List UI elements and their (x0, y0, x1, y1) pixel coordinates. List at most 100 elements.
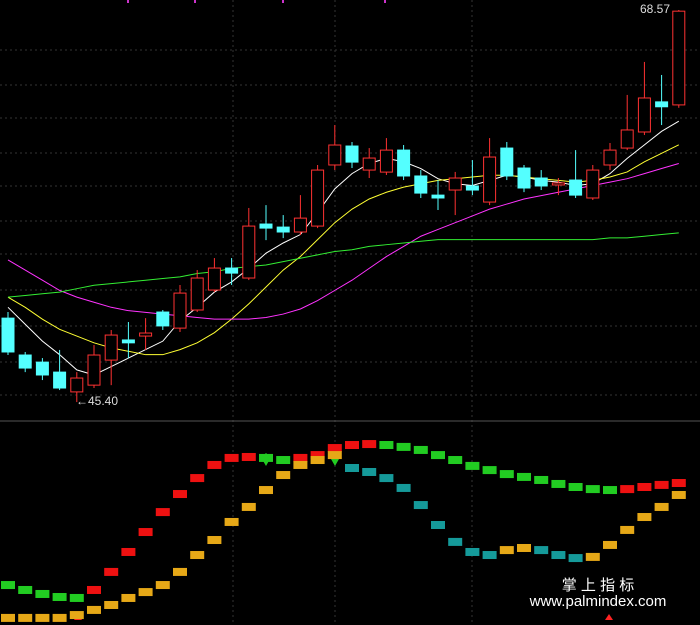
ribbon-block (87, 585, 101, 594)
ribbon-block (327, 444, 342, 453)
candle-body (173, 292, 187, 329)
candle-body (311, 169, 325, 227)
ribbon-block (637, 483, 652, 491)
ribbon-block (482, 551, 497, 560)
candle-body (345, 145, 359, 163)
ribbon-block (603, 486, 617, 495)
ribbon-block (431, 521, 445, 529)
candle-body (603, 149, 617, 166)
ribbon-block (379, 474, 394, 483)
ribbon-block (482, 466, 497, 475)
candle-body (465, 185, 479, 191)
candle-body (414, 175, 428, 194)
ribbon-block (585, 485, 600, 494)
ribbon-block (155, 508, 170, 517)
candle-body (397, 149, 411, 177)
candle-body (156, 311, 170, 327)
ribbon-block (620, 485, 635, 494)
ribbon-block (241, 502, 256, 511)
ribbon-block (18, 613, 33, 622)
candle-body (190, 277, 204, 311)
candle-body (70, 377, 84, 393)
top-markers (127, 0, 386, 3)
ribbon-block (413, 501, 428, 510)
candle-body (517, 167, 531, 189)
ribbon-block (207, 460, 222, 469)
ribbon-block (551, 479, 566, 488)
ribbon-block (465, 461, 480, 470)
candle-body (431, 194, 445, 199)
low-label: ←45.40 (76, 394, 118, 408)
candle-body (551, 182, 565, 186)
ribbon-block (517, 543, 531, 552)
ribbon-block (190, 474, 205, 483)
ribbon-block (396, 483, 411, 492)
ribbon-block (585, 552, 600, 561)
candle-body (53, 371, 67, 389)
ribbon-block (654, 502, 669, 511)
ma-line (7, 162, 679, 320)
ribbon-block (517, 472, 531, 481)
ribbon-block (310, 456, 325, 465)
candle-body (35, 361, 49, 376)
ribbon-block (379, 441, 394, 450)
ribbon-block (69, 593, 84, 602)
ribbon-block (534, 546, 549, 555)
ribbon-block (465, 547, 480, 556)
ribbon-block (121, 593, 136, 602)
ribbon-block (327, 451, 342, 460)
ribbon-block (207, 536, 222, 545)
ribbon-block (568, 483, 583, 491)
ribbon-block (121, 547, 136, 556)
candle-body (672, 10, 686, 106)
ribbon-block (138, 528, 153, 537)
ribbon-block (499, 470, 514, 479)
ribbon-block (345, 441, 359, 450)
ribbon-block (35, 613, 50, 622)
ribbon-block (224, 453, 239, 462)
candle-body (328, 144, 342, 166)
candle-body (620, 129, 634, 149)
ribbon-block (104, 600, 119, 609)
ribbon-block (276, 471, 291, 480)
candle-body (242, 225, 256, 279)
ribbon-block (345, 464, 359, 472)
ma-line (7, 120, 680, 376)
ribbon-block (276, 456, 291, 465)
ribbon-block (224, 517, 239, 526)
candle-body (448, 177, 462, 191)
ribbon-block (620, 525, 635, 534)
ribbon-block (568, 554, 583, 563)
ribbon-block (671, 479, 686, 488)
candle-body (293, 217, 307, 233)
candle-body (225, 267, 239, 274)
ma-line (7, 232, 679, 298)
candle-body (259, 223, 273, 229)
candle-body (1, 317, 15, 353)
candle-body (500, 147, 514, 177)
ribbon-block (654, 480, 669, 489)
ribbon-block (190, 551, 205, 560)
ribbon-block (671, 490, 686, 499)
ribbon-block (603, 540, 617, 549)
ribbon-block (293, 460, 308, 469)
ribbon-block (448, 456, 463, 465)
ribbon-block (396, 442, 411, 451)
candle-body (121, 339, 135, 344)
candle-body (569, 179, 583, 196)
candle-body (207, 267, 221, 291)
ribbon-block (293, 453, 308, 462)
ribbon-block (173, 490, 187, 499)
ribbon-block (138, 588, 153, 597)
ribbon-block (259, 486, 273, 495)
candle-body (87, 354, 101, 386)
ribbon-block (499, 546, 514, 555)
candle-body (483, 156, 497, 203)
watermark-url: www.palmindex.com (529, 593, 667, 610)
ribbon-block (69, 611, 84, 620)
ribbon-block (551, 551, 566, 560)
candle-body (362, 157, 376, 171)
ribbon-block (155, 581, 170, 590)
